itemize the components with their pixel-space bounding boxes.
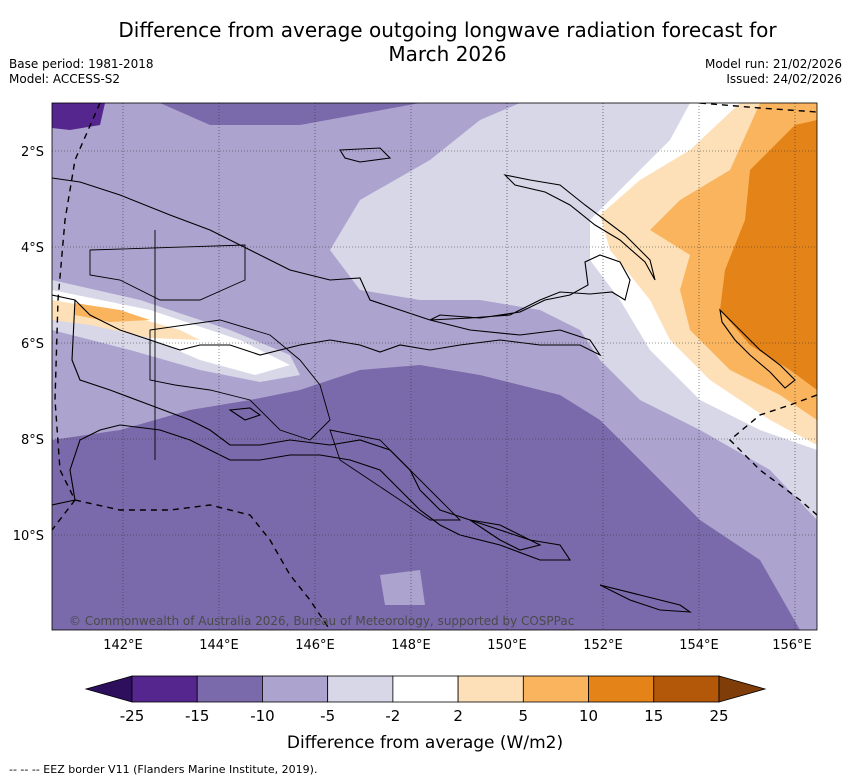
colorbar-segment — [653, 675, 720, 703]
lon-label: 146°E — [295, 638, 335, 653]
colorbar-extend-low — [84, 675, 133, 703]
new-britain — [429, 254, 631, 321]
lon-label: 148°E — [391, 638, 431, 653]
title-line-1: Difference from average outgoing longwav… — [118, 18, 777, 42]
colorbar-tick-label: -10 — [250, 707, 275, 725]
colorbar-tick-label: -2 — [385, 707, 400, 725]
coastlines — [52, 147, 796, 613]
issued-date: Issued: 24/02/2026 — [726, 72, 842, 86]
lat-label: 4°S — [21, 241, 44, 256]
lon-label: 152°E — [583, 638, 623, 653]
copyright-text: © Commonwealth of Australia 2026, Bureau… — [69, 614, 574, 628]
title-line-2: March 2026 — [388, 42, 507, 66]
colorbar-extend-high — [718, 675, 767, 703]
louisiade-islands — [599, 584, 692, 613]
eez-borders — [52, 103, 817, 630]
colorbar-segment — [131, 675, 198, 703]
colorbar-tick-label: 5 — [519, 707, 529, 725]
colorbar-tick-label: -25 — [120, 707, 145, 725]
eez-north-east — [699, 103, 817, 113]
lat-labels: 2°S 4°S 6°S 8°S 10°S — [13, 145, 44, 544]
colorbar-tick-label: -5 — [320, 707, 335, 725]
coastal-islands — [228, 407, 262, 421]
dentrecasteaux-islands — [469, 519, 542, 551]
base-period: Base period: 1981-2018 — [9, 57, 154, 71]
colorbar-tick-label: -15 — [185, 707, 210, 725]
colorbar-segment — [457, 675, 524, 703]
new-guinea-north-coast — [52, 177, 602, 357]
map-frame — [51, 102, 818, 631]
new-ireland — [503, 174, 656, 281]
lon-labels: 142°E 144°E 146°E 148°E 150°E 152°E 154°… — [103, 638, 812, 653]
patch-south — [380, 570, 425, 605]
map-area: © Commonwealth of Australia 2026, Bureau… — [52, 103, 817, 630]
band-minus-15-to-25 — [52, 103, 105, 130]
lat-label: 2°S — [21, 145, 44, 160]
colorbar-segment — [588, 675, 655, 703]
bougainville — [719, 308, 796, 389]
lon-label: 144°E — [199, 638, 239, 653]
lon-label: 142°E — [103, 638, 143, 653]
lon-label: 156°E — [772, 638, 812, 653]
colorbar-tick-label: 10 — [579, 707, 598, 725]
lat-label: 8°S — [21, 433, 44, 448]
colorbar: -25 -15 -10 -5 -2 2 5 10 15 25 — [84, 675, 767, 725]
colorbar-segment — [196, 675, 263, 703]
legend-title: Difference from average (W/m2) — [287, 733, 563, 753]
meta-right: Model run: 21/02/2026 Issued: 24/02/2026 — [705, 57, 842, 87]
province-sandaun — [89, 244, 246, 301]
eez-east-solomon — [728, 394, 817, 516]
eez-west — [52, 103, 101, 531]
colorbar-tick-label: 2 — [453, 707, 463, 725]
lat-label: 6°S — [21, 337, 44, 352]
meta-left: Base period: 1981-2018 Model: ACCESS-S2 — [9, 57, 154, 87]
colorbar-segment — [522, 675, 589, 703]
new-guinea-south-coast — [52, 299, 572, 561]
province-highlands — [149, 319, 331, 441]
colorbar-segment — [392, 675, 459, 703]
colorbar-segment — [327, 675, 394, 703]
lon-label: 150°E — [487, 638, 527, 653]
colorbar-tick-label: 15 — [644, 707, 663, 725]
colorbar-segment — [262, 675, 329, 703]
model-name: Model: ACCESS-S2 — [9, 72, 121, 86]
province-central — [329, 429, 462, 521]
lat-label: 10°S — [13, 529, 44, 544]
eez-south-australia — [74, 499, 331, 630]
map-title: Difference from average outgoing longwav… — [0, 18, 850, 66]
band-10-to-15 — [720, 120, 817, 390]
manus-island — [339, 147, 392, 163]
eez-footnote: -- -- -- EEZ border V11 (Flanders Marine… — [9, 763, 318, 776]
model-run: Model run: 21/02/2026 — [704, 57, 842, 71]
colorbar-tick-label: 25 — [709, 707, 728, 725]
lon-label: 154°E — [679, 638, 719, 653]
borders — [89, 230, 462, 521]
gridlines — [52, 103, 817, 630]
